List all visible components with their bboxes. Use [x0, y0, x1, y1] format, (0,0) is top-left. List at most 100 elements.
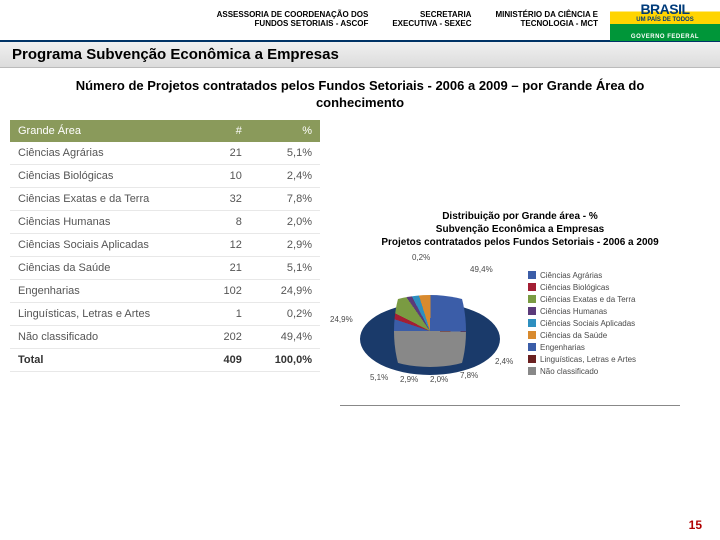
chart-legend: Ciências Agrárias Ciências Biológicas Ciên…: [528, 271, 636, 379]
chart-title: Distribuição por Grande área - % Subvenç…: [330, 210, 710, 249]
legend-swatch: [528, 355, 536, 363]
legend-label: Ciências Sociais Aplicadas: [540, 319, 635, 328]
legend-swatch: [528, 367, 536, 375]
table-cell: Ciências da Saúde: [10, 256, 205, 279]
table-cell: 5,1%: [250, 142, 320, 165]
chart-title-line3: Projetos contratados pelos Fundos Setori…: [330, 236, 710, 249]
legend-item: Ciências Sociais Aplicadas: [528, 319, 636, 328]
table-row: Linguísticas, Letras e Artes10,2%: [10, 302, 320, 325]
table-cell: Não classificado: [10, 325, 205, 348]
logo-text-brasil: BRASIL: [640, 1, 689, 17]
table-cell: 102: [205, 279, 250, 302]
header-block-sexec: SECRETARIA EXECUTIVA - SEXEC: [392, 11, 471, 29]
legend-item: Ciências Exatas e da Terra: [528, 295, 636, 304]
main-content: Grande Área # % Ciências Agrárias215,1%C…: [0, 120, 720, 406]
table-row: Ciências da Saúde215,1%: [10, 256, 320, 279]
pie-label-29: 2,9%: [400, 375, 418, 384]
pie-label-51: 5,1%: [370, 373, 388, 382]
legend-swatch: [528, 271, 536, 279]
table-cell: 5,1%: [250, 256, 320, 279]
logo-text-bot: GOVERNO FEDERAL: [631, 34, 699, 40]
table-cell: 409: [205, 348, 250, 371]
legend-swatch: [528, 331, 536, 339]
sexec-line2: EXECUTIVA - SEXEC: [392, 20, 471, 29]
table-cell: Total: [10, 348, 205, 371]
chart-rule: [340, 405, 680, 406]
table-row: Ciências Sociais Aplicadas122,9%: [10, 233, 320, 256]
table-cell: 7,8%: [250, 187, 320, 210]
legend-item: Não classificado: [528, 367, 636, 376]
table-cell: 202: [205, 325, 250, 348]
pie-3d-top: [360, 295, 500, 367]
legend-label: Linguísticas, Letras e Artes: [540, 355, 636, 364]
chart-title-line1: Distribuição por Grande área - %: [330, 210, 710, 223]
legend-item: Ciências Humanas: [528, 307, 636, 316]
legend-swatch: [528, 295, 536, 303]
chart-title-line2: Subvenção Econômica a Empresas: [330, 223, 710, 236]
pie-slices: [394, 295, 466, 367]
table-cell: 2,0%: [250, 210, 320, 233]
table-cell: 12: [205, 233, 250, 256]
col-count: #: [205, 120, 250, 142]
col-area: Grande Área: [10, 120, 205, 142]
legend-label: Ciências Humanas: [540, 307, 607, 316]
legend-swatch: [528, 307, 536, 315]
table-row: Engenharias10224,9%: [10, 279, 320, 302]
table-cell: Linguísticas, Letras e Artes: [10, 302, 205, 325]
legend-label: Ciências Agrárias: [540, 271, 602, 280]
pie-label-78: 7,8%: [460, 371, 478, 380]
ascof-line2: FUNDOS SETORIAIS - ASCOF: [217, 20, 369, 29]
legend-label: Ciências da Saúde: [540, 331, 607, 340]
chart-body: 0,2% 49,4% 24,9% 5,1% 2,9% 2,0% 7,8% 2,4…: [330, 255, 710, 395]
table-cell: 21: [205, 142, 250, 165]
header-bar: ASSESSORIA DE COORDENAÇÃO DOS FUNDOS SET…: [0, 0, 720, 42]
table-cell: Ciências Humanas: [10, 210, 205, 233]
subtitle-text: Número de Projetos contratados pelos Fun…: [0, 68, 720, 120]
brasil-logo: BRASIL UM PAÍS DE TODOS GOVERNO FEDERAL: [610, 0, 720, 41]
table-cell: 8: [205, 210, 250, 233]
table-row: Não classificado20249,4%: [10, 325, 320, 348]
program-title: Programa Subvenção Econômica a Empresas: [0, 42, 720, 68]
logo-text-mid: UM PAÍS DE TODOS: [636, 17, 693, 23]
legend-swatch: [528, 319, 536, 327]
header-text-group: ASSESSORIA DE COORDENAÇÃO DOS FUNDOS SET…: [0, 11, 610, 29]
legend-label: Ciências Exatas e da Terra: [540, 295, 635, 304]
legend-item: Linguísticas, Letras e Artes: [528, 355, 636, 364]
table-cell: 1: [205, 302, 250, 325]
table-row: Ciências Biológicas102,4%: [10, 164, 320, 187]
table-header-row: Grande Área # %: [10, 120, 320, 142]
header-block-mct: MINISTÉRIO DA CIÊNCIA E TECNOLOGIA - MCT: [495, 11, 598, 29]
legend-swatch: [528, 343, 536, 351]
table-cell: Ciências Exatas e da Terra: [10, 187, 205, 210]
data-table-wrap: Grande Área # % Ciências Agrárias215,1%C…: [10, 120, 320, 406]
table-row: Ciências Agrárias215,1%: [10, 142, 320, 165]
table-cell: 21: [205, 256, 250, 279]
data-table: Grande Área # % Ciências Agrárias215,1%C…: [10, 120, 320, 372]
pie-label-249: 24,9%: [330, 315, 353, 324]
table-cell: Ciências Agrárias: [10, 142, 205, 165]
legend-label: Engenharias: [540, 343, 585, 352]
table-cell: 10: [205, 164, 250, 187]
legend-item: Ciências Biológicas: [528, 283, 636, 292]
pie-chart-wrap: Distribuição por Grande área - % Subvenç…: [330, 120, 710, 406]
mct-line2: TECNOLOGIA - MCT: [495, 20, 598, 29]
col-pct: %: [250, 120, 320, 142]
table-cell: Engenharias: [10, 279, 205, 302]
table-cell: 0,2%: [250, 302, 320, 325]
table-cell: Ciências Biológicas: [10, 164, 205, 187]
table-row: Ciências Humanas82,0%: [10, 210, 320, 233]
pie-label-494: 49,4%: [470, 265, 493, 274]
legend-swatch: [528, 283, 536, 291]
table-cell: 2,9%: [250, 233, 320, 256]
table-cell: 100,0%: [250, 348, 320, 371]
table-cell: 32: [205, 187, 250, 210]
legend-label: Não classificado: [540, 367, 598, 376]
legend-label: Ciências Biológicas: [540, 283, 609, 292]
table-row: Total409100,0%: [10, 348, 320, 371]
pie-label-20: 2,0%: [430, 375, 448, 384]
table-row: Ciências Exatas e da Terra327,8%: [10, 187, 320, 210]
pie-label-02: 0,2%: [412, 253, 430, 262]
legend-item: Ciências Agrárias: [528, 271, 636, 280]
legend-item: Ciências da Saúde: [528, 331, 636, 340]
table-cell: Ciências Sociais Aplicadas: [10, 233, 205, 256]
